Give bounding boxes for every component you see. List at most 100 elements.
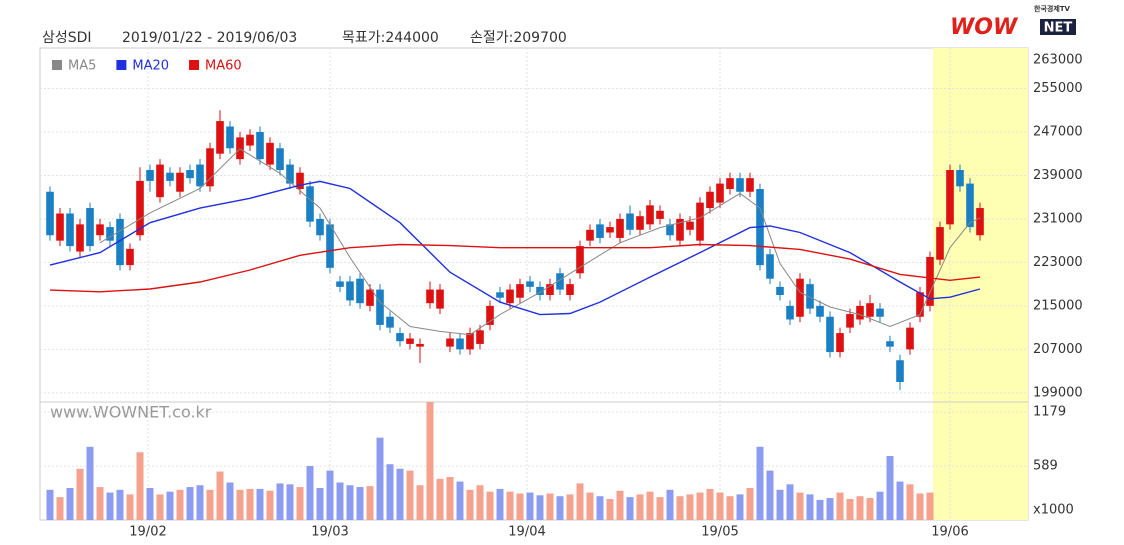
legend-swatch <box>189 60 200 70</box>
candle-body <box>406 338 414 344</box>
volume-bar <box>126 494 134 520</box>
volume-bar <box>266 490 274 520</box>
volume-bar <box>56 497 64 520</box>
candle-body <box>846 314 854 328</box>
volume-bar <box>676 496 684 520</box>
volume-bar <box>556 496 564 520</box>
volume-unit: x1000 <box>1033 503 1074 518</box>
legend-swatch <box>52 60 62 70</box>
header-period: 2019/01/22 - 2019/06/03 <box>122 30 297 46</box>
volume-bar <box>416 485 424 520</box>
y-tick-label: 589 <box>1033 459 1058 474</box>
candle-body <box>616 218 624 238</box>
x-tick-label: 19/03 <box>311 525 348 540</box>
volume-bar <box>156 494 164 520</box>
legend: MA5 MA20 MA60 <box>52 59 242 74</box>
candle-body <box>326 224 334 268</box>
candle-body <box>286 164 294 184</box>
candle-body <box>626 213 634 230</box>
y-tick-label: 199000 <box>1033 385 1083 400</box>
candle-body <box>976 208 984 236</box>
candle-body <box>826 316 834 353</box>
candle-body <box>376 289 384 325</box>
candle-body <box>876 308 884 317</box>
x-tick-label: 19/06 <box>931 525 968 540</box>
volume-bar <box>216 471 224 520</box>
volume-bar <box>916 493 924 520</box>
volume-bar <box>506 491 514 520</box>
candle-body <box>226 126 234 149</box>
candle-body <box>176 172 184 192</box>
volume-bar <box>636 494 644 520</box>
candle-body <box>516 284 524 298</box>
volume-bar <box>826 498 834 520</box>
candle-body <box>936 227 944 260</box>
volume-bar <box>606 498 614 520</box>
volume-bar <box>296 487 304 520</box>
candle-body <box>646 205 654 225</box>
candle-body <box>916 292 924 317</box>
volume-bar <box>746 487 754 520</box>
volume-bar <box>706 488 714 520</box>
candle-body <box>956 170 964 187</box>
volume-bar <box>176 489 184 520</box>
volume-bar <box>436 478 444 520</box>
volume-bar <box>226 482 234 520</box>
candle-body <box>166 172 174 181</box>
candle-body <box>716 183 724 203</box>
volume-bar <box>516 493 524 520</box>
y-tick-label: 223000 <box>1033 255 1083 270</box>
volume-bar <box>286 484 294 520</box>
candle-body <box>186 170 194 179</box>
candle-body <box>446 338 454 347</box>
volume-bar <box>796 492 804 520</box>
candle-body <box>256 131 264 160</box>
candle-body <box>416 343 424 347</box>
candle-body <box>786 305 794 320</box>
candle-body <box>316 218 324 236</box>
candle-body <box>806 284 814 309</box>
volume-bar <box>526 492 534 520</box>
y-tick-label: 231000 <box>1033 211 1083 226</box>
volume-bar <box>256 488 264 520</box>
volume-bar <box>766 470 774 520</box>
volume-bar <box>866 498 874 520</box>
volume-bar <box>486 491 494 520</box>
legend-label: MA60 <box>205 59 242 74</box>
volume-bar <box>566 494 574 520</box>
volume-bar <box>906 484 914 520</box>
volume-bar <box>716 492 724 520</box>
volume-bar <box>86 446 94 520</box>
volume-bar <box>656 497 664 520</box>
volume-bar <box>816 499 824 520</box>
logo-box <box>1040 19 1076 35</box>
candle-body <box>156 164 164 198</box>
volume-bar <box>346 485 354 520</box>
candle-body <box>216 121 224 154</box>
volume-bar <box>336 482 344 520</box>
candle-body <box>596 224 604 238</box>
volume-bars <box>46 402 934 520</box>
volume-bar <box>406 470 414 520</box>
y-tick-label: 255000 <box>1033 81 1083 96</box>
candle-body <box>466 333 474 350</box>
candle-body <box>926 256 934 306</box>
volume-bar <box>846 498 854 520</box>
candle-body <box>336 281 344 287</box>
volume-bar <box>596 496 604 520</box>
candle-body <box>776 286 784 296</box>
volume-bar <box>116 489 124 520</box>
candle-body <box>746 178 754 192</box>
volume-bar <box>476 485 484 520</box>
volume-bar <box>616 490 624 520</box>
volume-bar <box>546 493 554 520</box>
volume-bar <box>106 492 114 520</box>
candle-body <box>966 183 974 228</box>
volume-bar <box>696 492 704 520</box>
volume-bar <box>646 491 654 520</box>
candle-body <box>676 218 684 241</box>
logo-net: NET <box>1044 21 1073 36</box>
volume-bar <box>836 492 844 520</box>
volume-bar <box>386 464 394 520</box>
candle-body <box>666 224 674 236</box>
